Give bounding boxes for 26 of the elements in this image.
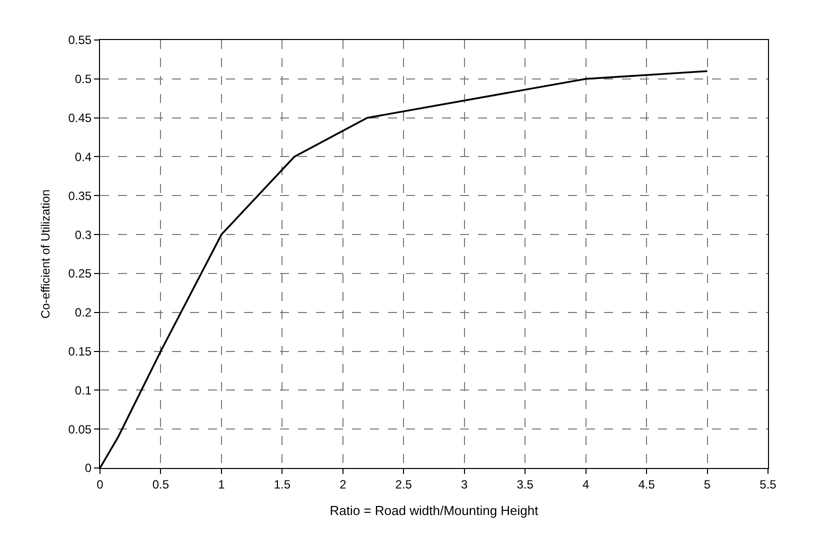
x-tick-label: 4 bbox=[582, 477, 590, 492]
y-tick-label: 0.15 bbox=[68, 344, 92, 358]
x-tick-label: 0 bbox=[96, 477, 104, 492]
y-axis-title: Co-efficient of Utilization bbox=[38, 189, 53, 319]
y-tick-label: 0.05 bbox=[68, 422, 92, 436]
y-tick-label: 0.25 bbox=[68, 266, 92, 281]
y-tick-label: 0 bbox=[84, 461, 92, 476]
x-tick-label: 1 bbox=[218, 477, 226, 492]
y-tick-label: 0.5 bbox=[74, 72, 92, 86]
y-tick-label: 0.55 bbox=[68, 33, 92, 48]
y-tick-label: 0.1 bbox=[74, 383, 92, 398]
x-tick-label: 0.5 bbox=[152, 477, 170, 492]
x-tick-label: 3 bbox=[461, 477, 468, 492]
x-tick-label: 5 bbox=[704, 477, 711, 492]
x-tick-label: 5.5 bbox=[760, 477, 777, 492]
x-axis-title: Ratio = Road width/Mounting Height bbox=[330, 503, 539, 518]
y-tick-label: 0.45 bbox=[68, 111, 92, 126]
y-tick-label: 0.2 bbox=[74, 306, 92, 320]
x-tick-label: 2 bbox=[340, 477, 347, 492]
x-tick-label: 3.5 bbox=[516, 477, 534, 492]
x-tick-label: 1.5 bbox=[274, 477, 291, 492]
x-tick-label: 2.5 bbox=[395, 477, 412, 492]
y-tick-label: 0.35 bbox=[68, 188, 92, 203]
x-tick-label: 4.5 bbox=[638, 477, 656, 492]
y-tick-label: 0.4 bbox=[74, 150, 92, 164]
y-tick-label: 0.3 bbox=[74, 228, 92, 242]
